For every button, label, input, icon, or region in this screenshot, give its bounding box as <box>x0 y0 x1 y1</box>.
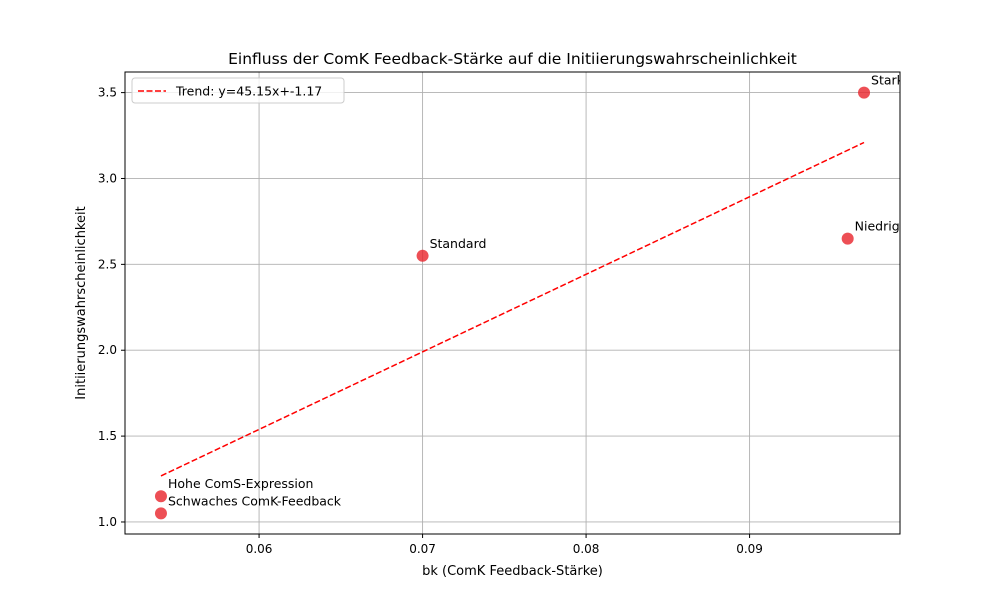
x-tick-label: 0.09 <box>736 542 763 556</box>
point-annotation: Starkes ComK-Feedback <box>871 73 1000 88</box>
grid <box>125 72 900 534</box>
y-axis-label: Initiierungswahrscheinlichkeit <box>74 206 89 399</box>
data-point <box>416 249 429 262</box>
plot-spines <box>124 71 901 535</box>
y-tick-label: 1.5 <box>98 429 117 443</box>
y-tick-label: 2.0 <box>98 343 117 357</box>
data-point <box>154 507 167 520</box>
chart-title: Einfluss der ComK Feedback-Stärke auf di… <box>228 50 797 68</box>
point-annotation: Niedrige ComS-Expression <box>855 219 1000 234</box>
x-tick-label: 0.08 <box>573 542 600 556</box>
data-point <box>841 232 854 245</box>
x-tick-label: 0.07 <box>409 542 436 556</box>
point-annotation: Schwaches ComK-Feedback <box>168 493 342 508</box>
data-point <box>858 86 871 99</box>
ticks: 0.06 0.07 0.08 0.09 1.0 1.5 2.0 2.5 3.0 3.5 <box>98 86 763 556</box>
points-layer <box>154 86 871 520</box>
x-tick-label: 0.06 <box>246 542 273 556</box>
point-annotation: Standard <box>430 236 487 251</box>
y-tick-label: 3.0 <box>98 171 117 185</box>
data-point <box>154 490 167 503</box>
legend: Trend: y=45.15x+-1.17 <box>131 77 345 104</box>
point-annotation: Hohe ComS-Expression <box>168 476 313 491</box>
trend-layer <box>160 141 865 477</box>
y-tick-label: 3.5 <box>98 86 117 100</box>
trend-line <box>160 141 865 477</box>
y-tick-label: 1.0 <box>98 515 117 529</box>
annotations: Hohe ComS-Expression Schwaches ComK-Feedb… <box>168 73 1000 509</box>
plot-area <box>125 72 900 534</box>
x-axis-label: bk (ComK Feedback-Stärke) <box>422 564 603 579</box>
legend-box <box>131 77 345 104</box>
legend-trend-label: Trend: y=45.15x+-1.17 <box>175 84 322 99</box>
y-tick-label: 2.5 <box>98 257 117 271</box>
